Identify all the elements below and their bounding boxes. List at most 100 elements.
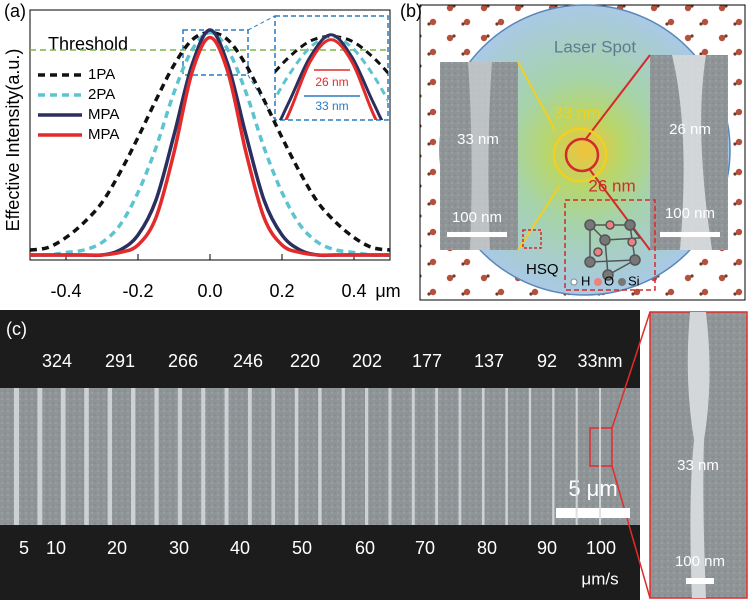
width-label: 33 nm [457,131,499,148]
panel-a: (a) Effective Intensity(a.u.) μm Thresho… [3,1,401,301]
atom-key [618,278,626,286]
nanowire [271,388,276,525]
width-label: 246 [233,351,263,371]
scale-bar [447,232,507,237]
legend-label: 1PA [88,66,115,83]
y-axis-label: Effective Intensity(a.u.) [3,49,23,232]
speed-label: 10 [46,538,66,558]
scale-bar [556,508,630,518]
nanowire [482,388,485,525]
connector [517,184,561,251]
width-label: 324 [42,351,72,371]
nanowire [365,388,369,525]
nanowire [388,388,392,525]
nanowire [294,388,299,525]
wire [672,55,712,250]
atom-key [594,278,602,286]
width-label: 26 nm [669,121,711,138]
x-tick-label: 0.2 [269,281,294,301]
x-tick-label: -0.2 [122,281,153,301]
width-label: 92 [537,351,557,371]
speed-label: 80 [477,538,497,558]
legend-label: 2PA [88,86,115,103]
scale-label: 100 nm [675,553,725,570]
nanowire [201,388,206,525]
speed-unit: μm/s [581,569,618,588]
speed-label: 50 [292,538,312,558]
panel-label: (a) [4,1,26,21]
width-label: 266 [168,351,198,371]
plot-area [30,28,390,258]
material-label: HSQ [526,261,559,278]
molecule-box [564,199,656,291]
outer-width: 33 nm [553,103,600,122]
width-label: 220 [290,351,320,371]
x-tick-label: -0.4 [50,281,81,301]
speed-label: 100 [586,538,616,558]
threshold-label: Threshold [48,34,128,54]
speed-label: 30 [169,538,189,558]
speed-label: 70 [415,538,435,558]
connector [584,54,651,141]
inset-label: 33 nm [315,99,348,113]
zoom-connector [611,311,651,429]
x-axis-label: μm [375,281,400,301]
scale-label: 100 nm [665,205,715,222]
outer-focus [552,127,608,183]
atom-key [570,278,578,286]
x-tick-label: 0.0 [197,281,222,301]
nanowire [154,388,159,525]
wire [687,312,710,598]
nanowire [131,388,136,525]
speed-label: 20 [107,538,127,558]
wire [468,62,492,250]
speed-label: 60 [355,538,375,558]
nanowire [318,388,322,525]
nanowire [224,388,229,525]
nanowire [599,388,601,525]
x-tick-label: 0.4 [341,281,366,301]
zoom-connector [611,465,651,599]
nanowire [458,388,462,525]
nanowire [14,388,19,525]
line [30,30,390,257]
width-label: 177 [412,351,442,371]
panel-label: (b) [400,1,422,21]
inset-plot [275,33,388,120]
legend-label: MPA [88,106,119,123]
nanowire [177,388,182,525]
width-label: 291 [105,351,135,371]
connector [589,169,651,251]
nanowire [505,388,508,525]
nanowire [37,388,43,525]
inset-line [278,33,384,120]
molecule-box [522,229,542,249]
inset-label: 26 nm [315,75,348,89]
panel-label: (c) [6,319,27,339]
spot-label: Laser Spot [554,37,636,56]
zoom-box [182,29,249,76]
atom-label: H [581,273,590,288]
width-label: 33 nm [677,457,719,474]
nanowire [107,388,113,525]
inset-line [284,38,378,120]
scale-label: 100 nm [452,209,502,226]
width-label: 33nm [577,351,622,371]
speed-label: 90 [537,538,557,558]
nanowire [84,388,89,525]
panel-b: (b) Laser Spot 33 nm 100 nm 26 nm 100 nm… [400,1,746,301]
nanowire [248,388,252,525]
inner-width: 26 nm [588,176,635,195]
nanowire [528,388,532,525]
speed-label: 5 [19,538,29,558]
molecule [584,219,642,281]
panel-c: (c) 5 μm μm/s 33 nm 100 nm 324 291 266 246 2… [0,310,748,600]
legend-label: MPA [88,126,119,143]
width-label: 202 [352,351,382,371]
nanowire [575,388,578,525]
nanowire [341,388,345,525]
nanowire [552,388,555,525]
line [30,30,390,252]
width-label: 137 [474,351,504,371]
